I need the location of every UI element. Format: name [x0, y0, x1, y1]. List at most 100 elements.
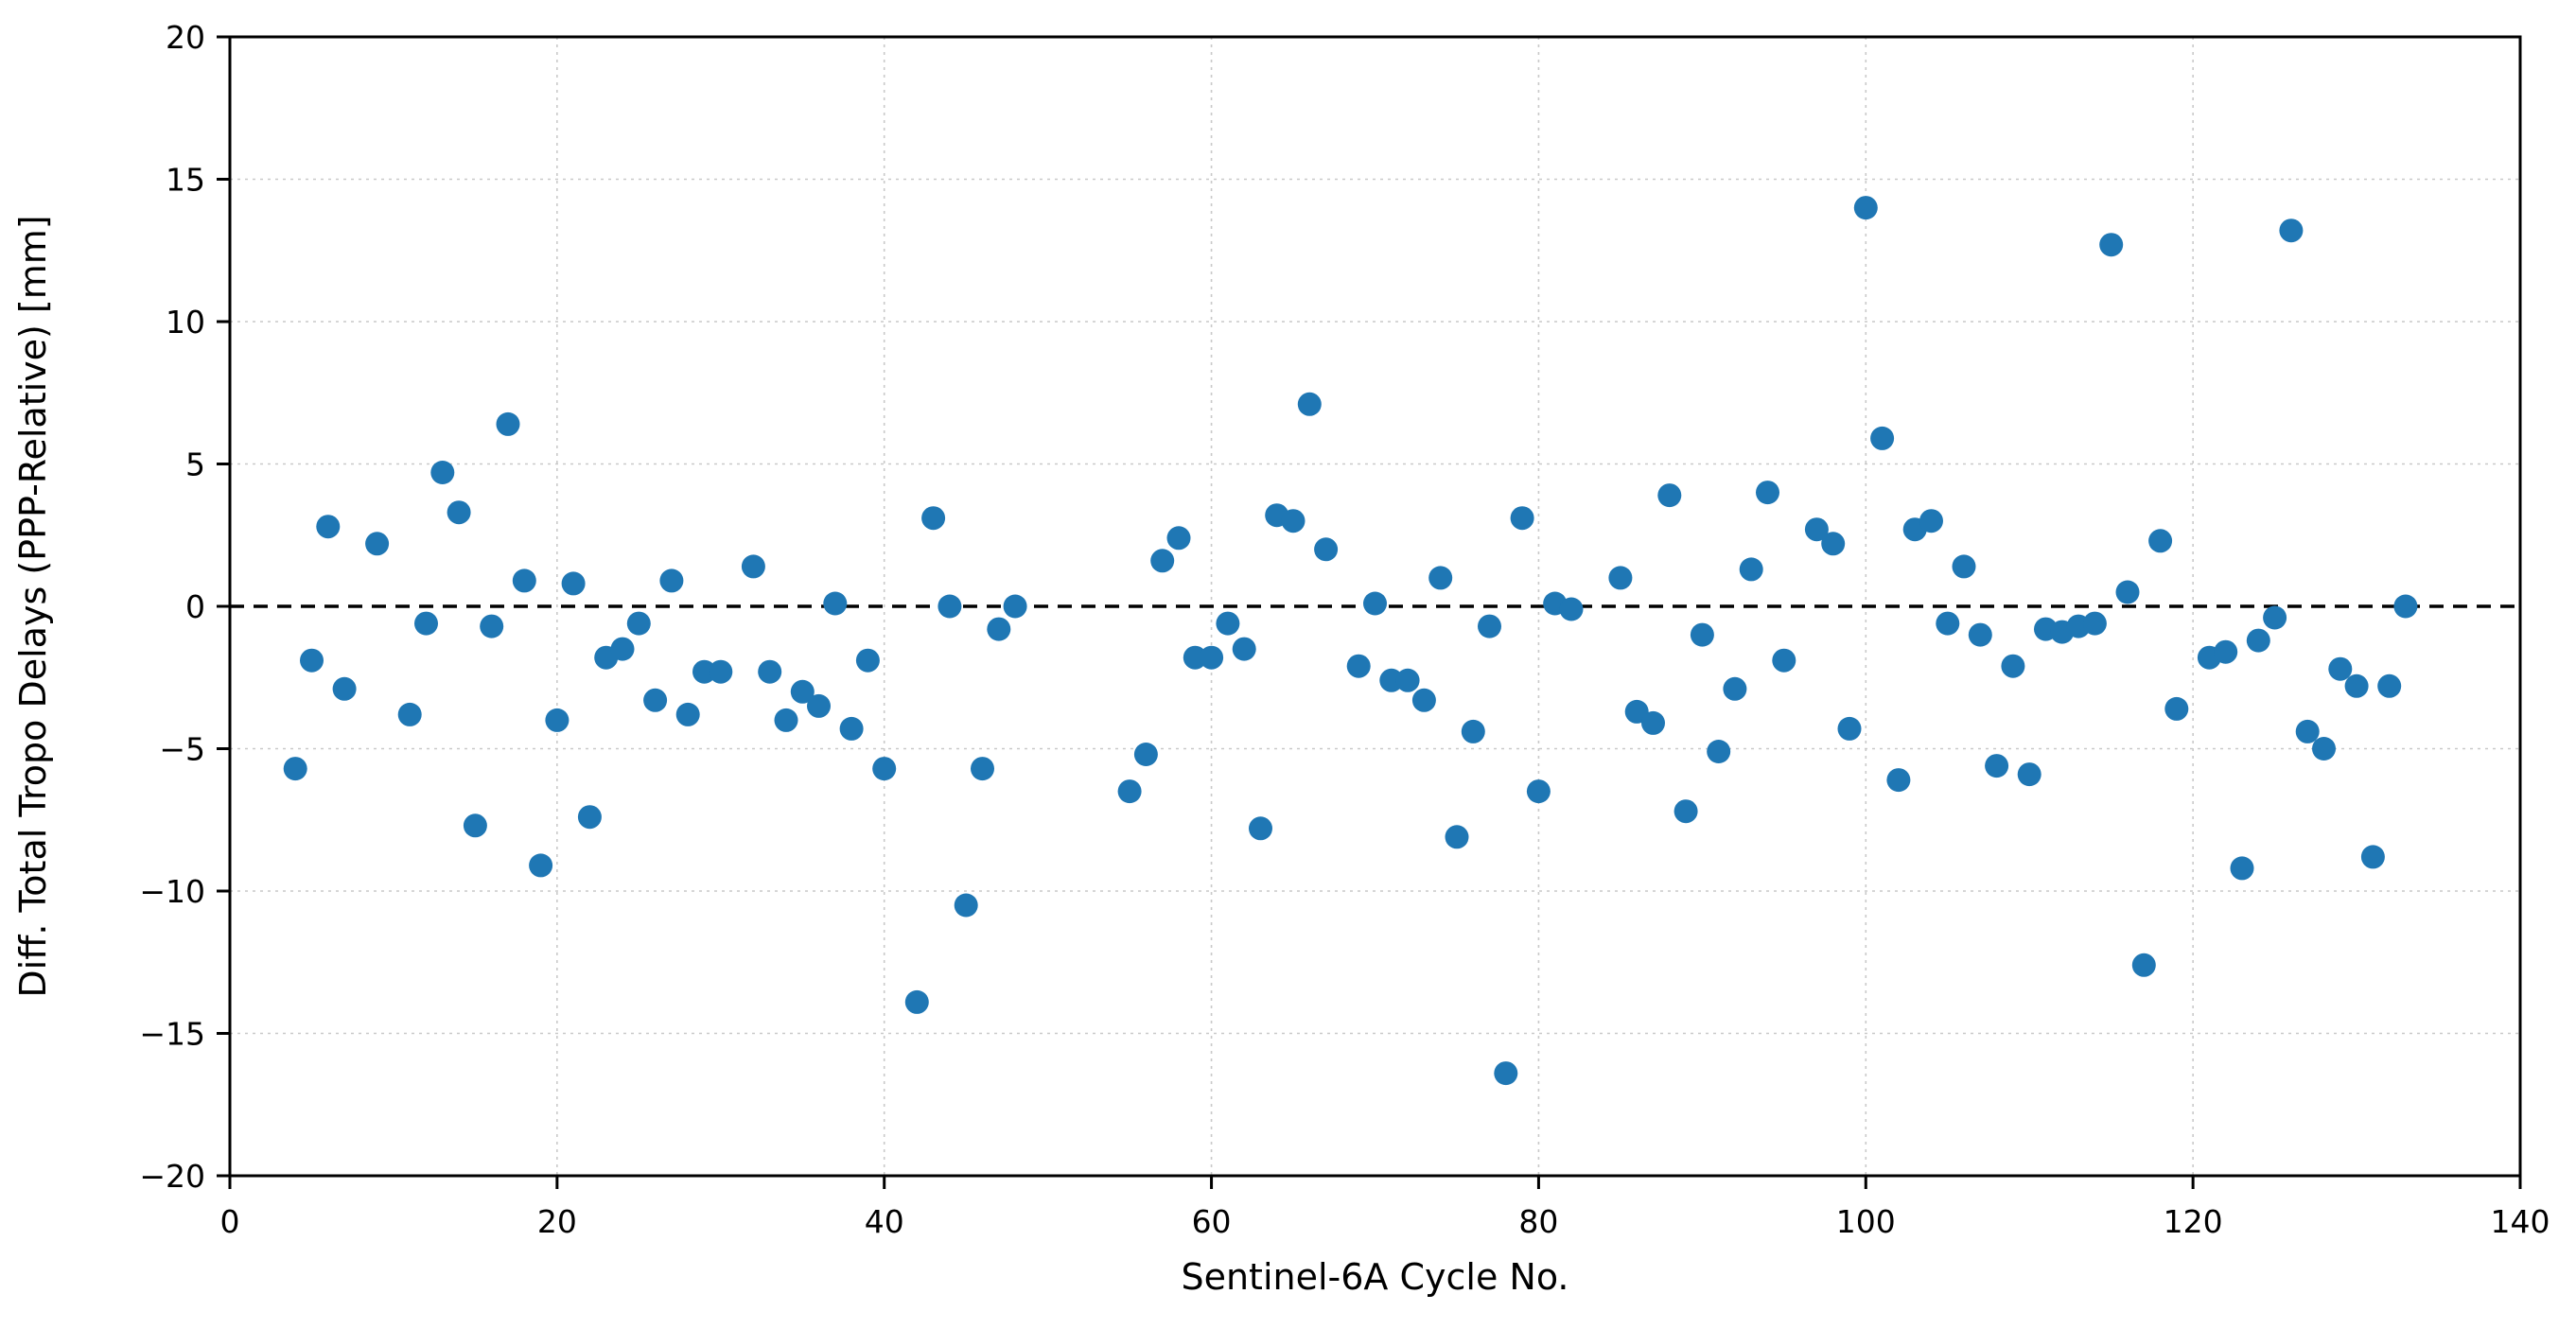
data-point	[529, 853, 553, 878]
data-point	[2001, 654, 2025, 678]
data-point	[758, 659, 782, 684]
data-point	[447, 500, 471, 525]
data-point	[480, 614, 504, 638]
data-point	[807, 693, 831, 718]
y-tick-label: 15	[166, 162, 205, 199]
data-point	[1968, 622, 1992, 647]
data-point	[1641, 710, 1665, 735]
data-point	[954, 893, 978, 918]
data-point	[1526, 779, 1551, 804]
data-point	[709, 659, 733, 684]
data-point	[610, 637, 635, 661]
data-point	[1853, 196, 1878, 220]
data-point	[643, 688, 668, 712]
data-point	[1739, 557, 1763, 582]
y-tick-label: −10	[139, 873, 205, 910]
data-point	[365, 532, 390, 556]
data-point	[1772, 648, 1796, 673]
data-point	[872, 757, 897, 781]
data-point	[1297, 392, 1322, 416]
data-point	[2214, 639, 2238, 664]
data-point	[1281, 509, 1306, 533]
x-tick-label: 140	[2491, 1203, 2550, 1240]
scatter-points	[283, 196, 2418, 1086]
data-point	[1804, 517, 1829, 542]
data-point	[692, 659, 716, 684]
data-point	[2295, 719, 2320, 743]
y-tick-label: −20	[139, 1158, 205, 1195]
data-point	[774, 708, 798, 732]
data-point	[430, 461, 455, 484]
data-point	[1346, 654, 1371, 678]
data-point	[675, 702, 700, 726]
x-tick-label: 0	[220, 1203, 240, 1240]
data-point	[1985, 754, 2009, 778]
data-point	[1249, 816, 1272, 841]
data-point	[1657, 483, 1682, 508]
data-point	[1837, 716, 1862, 741]
data-point	[2017, 762, 2042, 787]
data-point	[1314, 537, 1339, 562]
data-point	[1936, 611, 1960, 636]
data-point	[1608, 566, 1633, 590]
data-point	[1494, 1061, 1518, 1086]
data-point	[1216, 611, 1240, 636]
y-tick-label: 20	[166, 19, 205, 56]
data-point	[1870, 426, 1895, 450]
data-point	[1886, 768, 1911, 793]
data-point	[921, 506, 946, 531]
data-point	[577, 805, 602, 830]
data-point	[1461, 719, 1485, 743]
data-point	[496, 411, 520, 436]
y-tick-label: 0	[185, 588, 205, 625]
data-point	[790, 679, 815, 704]
data-point	[1411, 688, 1436, 712]
data-point	[2082, 611, 2107, 636]
data-point	[1478, 614, 1501, 638]
data-point	[2328, 656, 2353, 681]
data-point	[545, 708, 570, 732]
x-tick-label: 100	[1836, 1203, 1896, 1240]
data-point	[316, 515, 341, 539]
data-point	[1183, 645, 1207, 670]
data-point	[2115, 580, 2140, 604]
data-point	[1445, 825, 1469, 849]
data-point	[463, 813, 487, 838]
data-point	[2393, 594, 2418, 619]
data-point	[938, 594, 962, 619]
data-point	[1821, 532, 1846, 556]
data-point	[2230, 856, 2254, 881]
x-tick-label: 40	[865, 1203, 904, 1240]
data-point	[1395, 668, 1420, 692]
data-point	[2360, 845, 2385, 869]
y-tick-label: −5	[159, 731, 205, 768]
data-point	[823, 591, 848, 616]
data-point	[1117, 779, 1142, 804]
data-point	[1756, 481, 1779, 505]
data-point	[2148, 529, 2173, 553]
data-point	[1510, 506, 1534, 531]
y-axis-label: Diff. Total Tropo Delays (PPP-Relative) …	[12, 215, 54, 997]
data-point	[2099, 233, 2124, 257]
data-point	[1723, 676, 1747, 701]
data-point	[2246, 628, 2270, 653]
data-point	[2279, 219, 2304, 243]
data-point	[1133, 743, 1158, 766]
data-point	[283, 757, 307, 781]
data-point	[332, 676, 357, 701]
data-point	[512, 568, 536, 593]
data-point	[1919, 509, 1943, 533]
data-point	[855, 648, 880, 673]
y-tick-label: −15	[139, 1016, 205, 1053]
data-point	[1003, 594, 1027, 619]
data-point	[1707, 740, 1731, 763]
data-point	[1428, 566, 1453, 590]
data-point	[1150, 549, 1175, 573]
y-tick-label: 10	[166, 304, 205, 341]
data-point	[2377, 673, 2402, 698]
data-point	[1232, 637, 1256, 661]
data-point	[397, 702, 422, 726]
data-point	[1166, 526, 1191, 551]
